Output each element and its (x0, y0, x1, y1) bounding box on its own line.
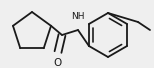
Text: NH: NH (71, 12, 85, 21)
Text: O: O (54, 58, 62, 68)
